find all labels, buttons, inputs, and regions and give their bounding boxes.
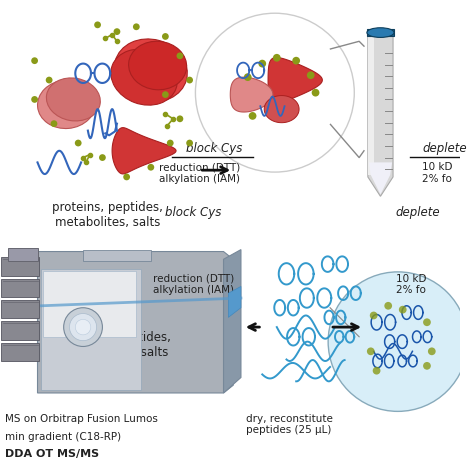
Circle shape [176, 53, 183, 59]
Polygon shape [264, 96, 299, 123]
Ellipse shape [114, 39, 187, 102]
Circle shape [367, 347, 374, 355]
Polygon shape [0, 257, 39, 276]
Circle shape [373, 367, 381, 374]
Circle shape [195, 13, 354, 172]
Circle shape [423, 319, 431, 326]
Circle shape [312, 89, 319, 97]
Polygon shape [0, 321, 39, 340]
Circle shape [176, 115, 183, 122]
Circle shape [328, 272, 468, 411]
Polygon shape [228, 286, 241, 318]
Text: proteins, peptides,
metabolites, salts: proteins, peptides, metabolites, salts [60, 331, 171, 359]
Polygon shape [41, 269, 141, 390]
Circle shape [162, 91, 169, 98]
Circle shape [273, 54, 281, 62]
Text: dry, reconstitute
peptides (25 μL): dry, reconstitute peptides (25 μL) [246, 414, 333, 436]
Ellipse shape [46, 78, 100, 121]
Circle shape [292, 57, 300, 64]
Circle shape [186, 77, 193, 83]
Circle shape [99, 154, 106, 161]
Polygon shape [268, 57, 322, 102]
Polygon shape [224, 250, 241, 393]
Text: reduction (DTT)
alkylation (IAM): reduction (DTT) alkylation (IAM) [153, 274, 234, 295]
Circle shape [70, 313, 97, 341]
Circle shape [249, 112, 256, 120]
Circle shape [51, 120, 57, 127]
Circle shape [186, 140, 193, 146]
Polygon shape [112, 128, 176, 174]
Text: deplete: deplete [422, 142, 467, 155]
Circle shape [307, 72, 315, 79]
Circle shape [75, 319, 91, 335]
Polygon shape [367, 29, 394, 36]
Polygon shape [83, 250, 151, 261]
Polygon shape [0, 300, 39, 319]
Polygon shape [9, 247, 37, 261]
Circle shape [384, 302, 392, 310]
Text: 10 kD
2% fo: 10 kD 2% fo [422, 163, 453, 184]
Circle shape [64, 308, 102, 346]
Circle shape [94, 21, 101, 28]
Circle shape [147, 164, 154, 171]
Circle shape [423, 362, 431, 370]
Circle shape [133, 23, 140, 30]
Polygon shape [230, 77, 273, 112]
Circle shape [114, 28, 120, 35]
Circle shape [167, 140, 173, 146]
Polygon shape [0, 343, 39, 361]
Circle shape [258, 60, 266, 67]
Text: min gradient (C18-RP): min gradient (C18-RP) [5, 432, 121, 442]
Circle shape [370, 311, 378, 319]
Polygon shape [368, 36, 374, 175]
Text: deplete: deplete [396, 206, 440, 219]
Ellipse shape [37, 80, 96, 128]
Polygon shape [368, 36, 393, 196]
Text: MS on Orbitrap Fusion Lumos: MS on Orbitrap Fusion Lumos [5, 414, 158, 424]
Text: proteins, peptides,
metabolites, salts: proteins, peptides, metabolites, salts [52, 201, 163, 229]
Polygon shape [37, 252, 233, 393]
Circle shape [46, 77, 53, 83]
Circle shape [31, 96, 38, 103]
Circle shape [75, 140, 82, 146]
Text: DDA OT MS/MS: DDA OT MS/MS [5, 449, 100, 459]
Polygon shape [0, 279, 39, 297]
Ellipse shape [367, 28, 394, 37]
Circle shape [399, 306, 407, 313]
Circle shape [244, 73, 252, 81]
Circle shape [428, 347, 436, 355]
Ellipse shape [128, 41, 187, 90]
Polygon shape [43, 271, 137, 337]
Polygon shape [369, 163, 392, 194]
Circle shape [31, 57, 38, 64]
Circle shape [123, 173, 130, 180]
Text: block Cys: block Cys [165, 206, 222, 219]
Text: reduction (DTT)
alkylation (IAM): reduction (DTT) alkylation (IAM) [159, 163, 240, 184]
Ellipse shape [111, 49, 177, 105]
Text: block Cys: block Cys [186, 142, 242, 155]
Circle shape [162, 33, 169, 40]
Text: 10 kD
2% fo: 10 kD 2% fo [396, 274, 426, 295]
